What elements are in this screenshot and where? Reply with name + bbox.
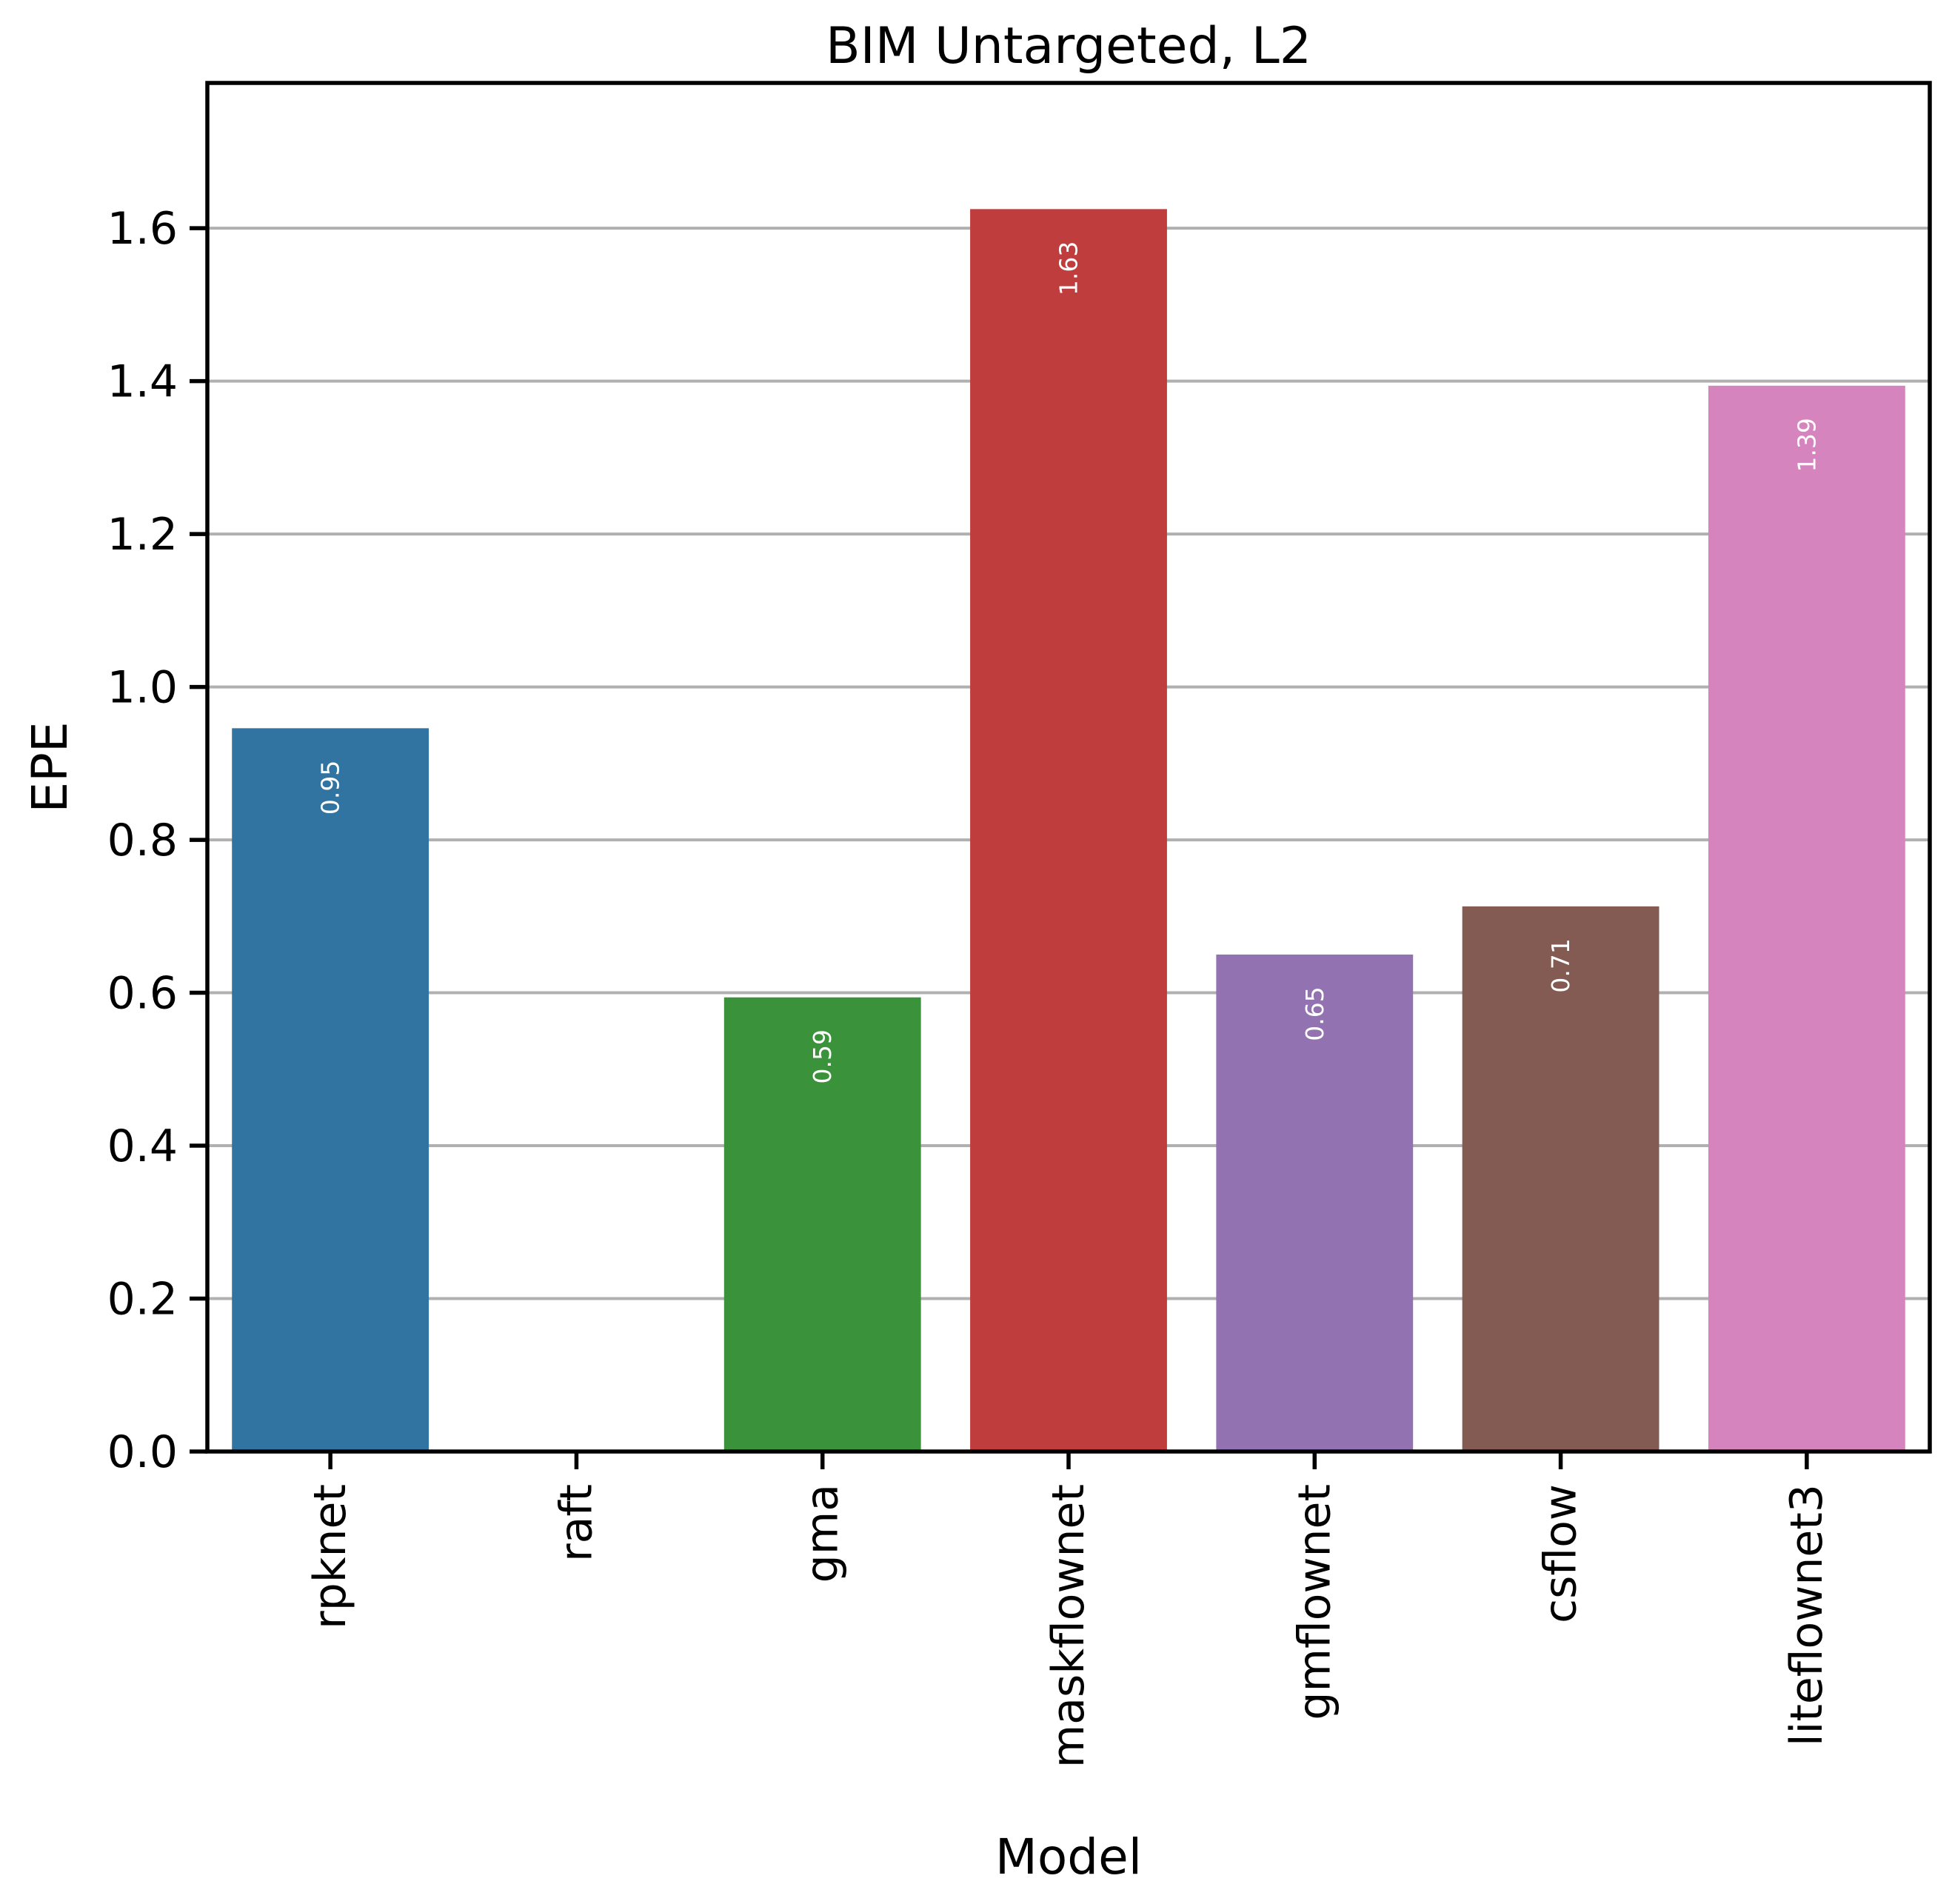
x-tick-label-csflow: csflow	[1535, 1484, 1587, 1623]
x-tick-label-liteflownet3: liteflownet3	[1781, 1484, 1833, 1746]
bar-csflow	[1462, 906, 1659, 1452]
y-tick-label: 0.8	[107, 815, 178, 866]
bar-gmflownet	[1216, 954, 1414, 1452]
bar-value-labels: 0.95 0.59 1.63 0.65 0.71 1.39	[316, 241, 1822, 1084]
bar-value-label-gmflownet: 0.65	[1300, 986, 1329, 1040]
bar-value-label-rpknet: 0.95	[316, 761, 345, 815]
y-axis-title: EPE	[21, 721, 78, 812]
bars	[232, 209, 1905, 1452]
x-axis-ticks: rpknet raft gma maskflownet gmflownet csflow l…	[304, 1452, 1833, 1768]
x-axis-title: Model	[995, 1828, 1142, 1885]
y-axis-ticks: 0.0 0.2 0.4 0.6 0.8 1.0 1.2 1.4 1.6	[107, 203, 207, 1478]
x-tick-label-maskflownet: maskflownet	[1043, 1484, 1094, 1768]
x-tick-label-gmflownet: gmflownet	[1288, 1484, 1340, 1720]
bar-value-label-csflow: 0.71	[1546, 938, 1575, 992]
bar-rpknet	[232, 728, 429, 1452]
y-tick-label: 1.2	[107, 509, 178, 561]
x-tick-label-rpknet: rpknet	[304, 1484, 356, 1629]
bar-maskflownet	[970, 209, 1167, 1452]
bar-liteflownet3	[1708, 385, 1905, 1452]
y-tick-label: 1.6	[107, 203, 178, 255]
bar-gma	[723, 997, 921, 1452]
y-tick-label: 0.6	[107, 968, 178, 1020]
bar-value-label-maskflownet: 1.63	[1054, 241, 1083, 295]
y-tick-label: 0.0	[107, 1426, 178, 1478]
y-tick-label: 0.2	[107, 1274, 178, 1326]
bar-value-label-gma: 0.59	[808, 1029, 837, 1083]
y-tick-label: 1.4	[107, 356, 178, 408]
x-tick-label-raft: raft	[550, 1484, 602, 1562]
chart-title: BIM Untargeted, L2	[826, 17, 1311, 76]
y-tick-label: 1.0	[107, 662, 178, 714]
bar-value-label-liteflownet3: 1.39	[1792, 418, 1821, 472]
x-tick-label-gma: gma	[797, 1484, 849, 1583]
y-tick-label: 0.4	[107, 1120, 178, 1172]
